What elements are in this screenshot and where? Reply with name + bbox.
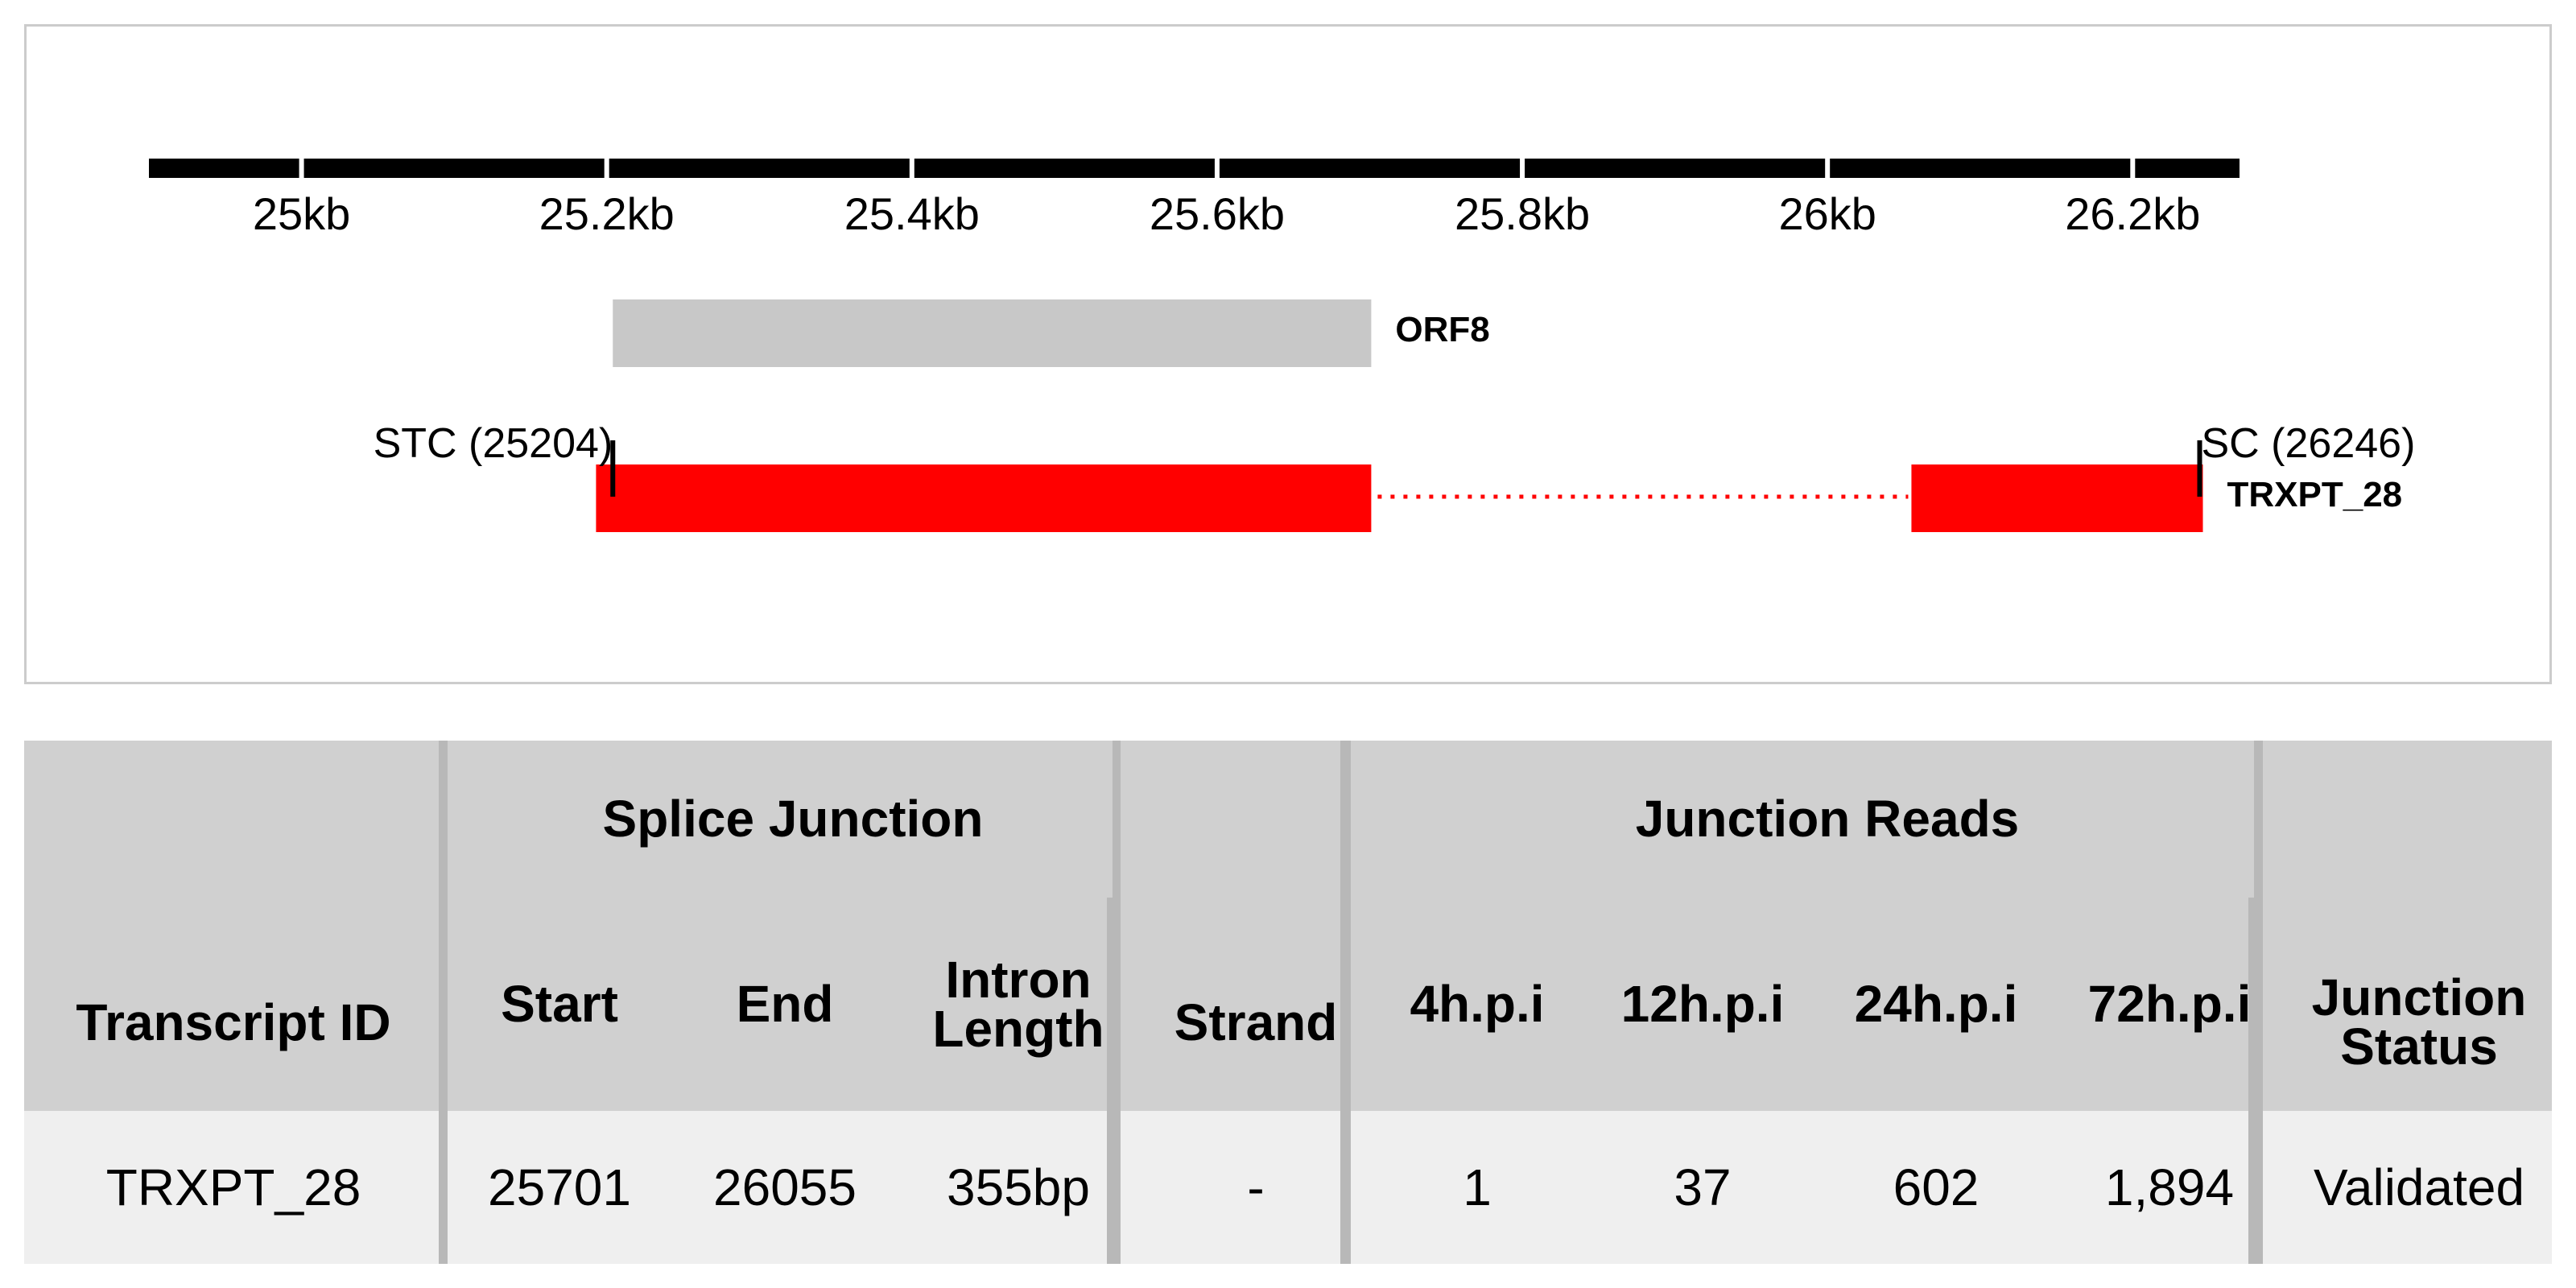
column-divider	[1113, 741, 1121, 1264]
genome-track-diagram: 25kb 25.2kb 25.4kb 25.6kb 25.8kb 26kb 26.2kb O…	[149, 159, 2416, 532]
cell-4hpi: 1	[1368, 1111, 1586, 1264]
axis-tick-mark	[909, 159, 914, 178]
cell-strand: -	[1143, 1111, 1368, 1264]
axis-tick-mark	[1520, 159, 1525, 178]
cell-72hpi: 1,894	[2053, 1111, 2286, 1264]
axis-tick-label: 25.6kb	[1150, 188, 1285, 239]
genomic-axis: 25kb 25.2kb 25.4kb 25.6kb 25.8kb 26kb 26.2kb	[149, 159, 2240, 239]
axis-tick-mark	[1825, 159, 1831, 178]
stc-label: STC (25204)	[374, 420, 613, 467]
col-header-start: Start	[443, 898, 676, 1111]
transcript-track: TRXPT_28	[596, 464, 2402, 532]
cell-start: 25701	[443, 1111, 676, 1264]
axis-tick-mark	[1214, 159, 1220, 178]
col-header-intron-length: Intron Length	[894, 898, 1143, 1111]
group-header-junction-reads: Junction Reads	[1368, 741, 2286, 898]
col-header-24hpi: 24h.p.i	[1819, 898, 2053, 1111]
col-header-strand: Strand	[1143, 741, 1368, 1111]
column-divider	[1107, 898, 1113, 1264]
col-header-4hpi: 4h.p.i	[1368, 898, 1586, 1111]
column-divider	[2254, 741, 2263, 1264]
junction-table: Transcript ID Splice Junction Start End …	[24, 741, 2552, 1264]
cell-junction-status: Validated	[2286, 1111, 2552, 1264]
cell-12hpi: 37	[1586, 1111, 1819, 1264]
axis-tick-label: 26.2kb	[2065, 188, 2200, 239]
col-header-transcript-id: Transcript ID	[24, 741, 443, 1111]
col-header-end: End	[676, 898, 894, 1111]
axis-bar	[149, 159, 2240, 178]
sc-label: SC (26246)	[2202, 420, 2416, 467]
transcript-label: TRXPT_28	[2227, 475, 2403, 514]
group-header-splice-junction: Splice Junction	[443, 741, 1143, 898]
orf-bar	[613, 299, 1372, 367]
cell-intron-length: 355bp	[894, 1111, 1143, 1264]
stc-site-marker: STC (25204)	[374, 420, 616, 497]
col-header-junction-status: Junction Status	[2286, 741, 2552, 1111]
axis-tick-label: 25.4kb	[844, 188, 980, 239]
orf-track: ORF8	[613, 299, 1490, 367]
axis-tick-mark	[604, 159, 609, 178]
col-header-72hpi: 72h.p.i	[2053, 898, 2286, 1111]
axis-tick-label: 26kb	[1778, 188, 1876, 239]
axis-tick-label: 25.8kb	[1455, 188, 1590, 239]
exon-block	[596, 464, 1372, 532]
axis-tick-label: 25kb	[253, 188, 350, 239]
orf-label: ORF8	[1395, 310, 1489, 349]
column-divider	[439, 741, 448, 1264]
axis-tick-mark	[2130, 159, 2136, 178]
axis-tick-mark	[299, 159, 304, 178]
cell-transcript-id: TRXPT_28	[24, 1111, 443, 1264]
column-divider	[1340, 741, 1351, 1264]
column-divider	[2248, 898, 2255, 1264]
axis-tick-label: 25.2kb	[539, 188, 675, 239]
col-header-12hpi: 12h.p.i	[1586, 898, 1819, 1111]
sc-site-marker: SC (26246)	[2197, 420, 2416, 497]
cell-end: 26055	[676, 1111, 894, 1264]
exon-block	[1911, 464, 2203, 532]
cell-24hpi: 602	[1819, 1111, 2053, 1264]
